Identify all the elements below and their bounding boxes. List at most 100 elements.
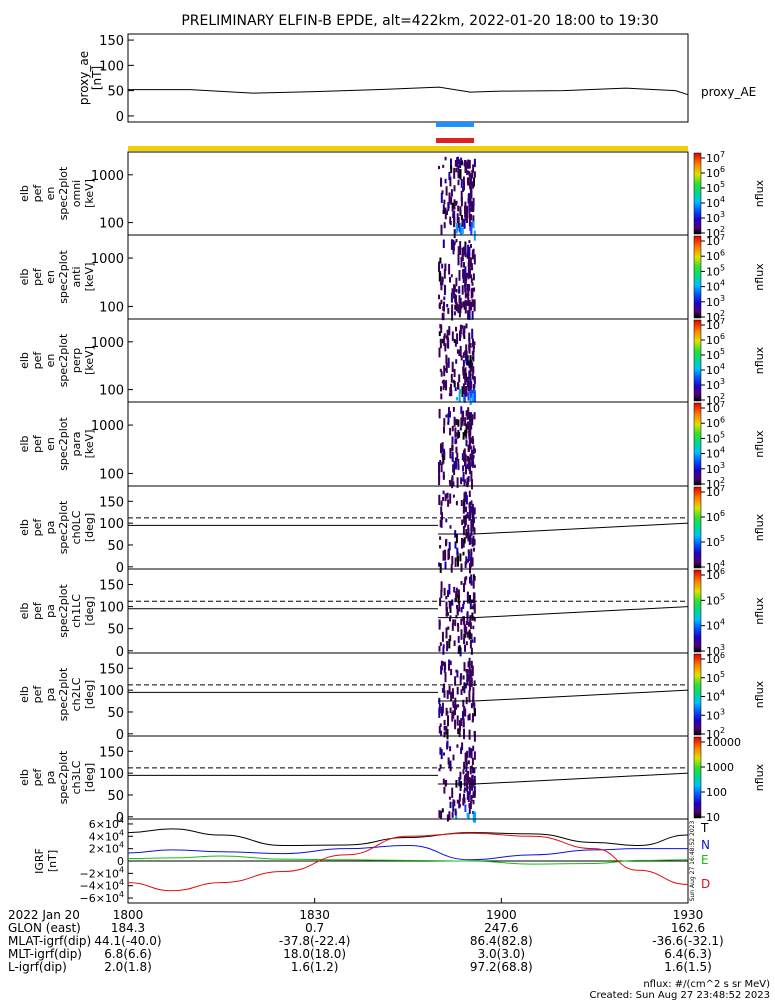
colorbar-tick-label: 105: [706, 430, 725, 445]
data-cell: [457, 304, 460, 314]
data-cell: [446, 740, 449, 748]
data-cell: [450, 189, 453, 197]
data-cell: [457, 589, 460, 600]
data-cell: [470, 274, 473, 279]
data-cell: [473, 507, 476, 515]
data-cell: [459, 389, 462, 394]
data-cell: [443, 301, 445, 312]
ylabel-line: pef: [31, 434, 44, 453]
data-cell: [458, 227, 461, 233]
data-cell: [466, 611, 469, 618]
data-cell: [448, 171, 451, 180]
data-cell: [466, 218, 468, 223]
created-note: Created: Sun Aug 27 23:48:52 2023: [590, 990, 770, 1000]
data-cell: [439, 339, 442, 349]
data-cell: [464, 804, 467, 812]
panel-pa_ch2: 150 100 50 0 elb pef pa spec2plot ch2LC [deg] 106 1…: [18, 651, 766, 743]
loss-cone-line: [473, 772, 689, 785]
data-cell: [472, 574, 475, 579]
data-cell: [462, 383, 465, 395]
data-cell: [467, 549, 470, 554]
data-cell: [441, 190, 444, 195]
ylabel-line: en: [44, 354, 57, 368]
data-cell: [459, 297, 462, 306]
data-cell: [448, 479, 451, 484]
data-cell: [470, 277, 473, 283]
data-cell: [446, 814, 449, 822]
data-cell: [455, 168, 458, 173]
data-cell: [443, 725, 446, 731]
data-cell: [470, 422, 473, 430]
data-cell: [446, 607, 448, 617]
ytick-label: 100: [99, 467, 124, 482]
data-cell: [468, 421, 471, 428]
data-cell: [469, 425, 472, 436]
data-cell: [465, 626, 468, 635]
ylabel-line: spec2plot: [57, 750, 70, 804]
ylabel-line: [keV]: [83, 179, 96, 208]
data-cell: [450, 373, 453, 383]
data-cell: [458, 295, 461, 304]
data-cell: [448, 764, 451, 768]
data-cell: [472, 181, 475, 189]
data-cell: [465, 323, 468, 329]
data-cell: [460, 563, 463, 572]
data-cell: [467, 290, 470, 297]
ytick-label: 150: [99, 662, 124, 677]
data-cell: [458, 374, 461, 383]
data-cell: [459, 164, 462, 168]
data-cell: [460, 500, 463, 506]
data-cell: [460, 179, 463, 188]
data-cell: [443, 690, 446, 698]
data-cell: [438, 331, 441, 337]
data-cell: [447, 499, 450, 507]
ylabel-line: perp: [70, 348, 83, 373]
data-cell: [464, 375, 467, 385]
data-cell: [470, 302, 473, 311]
data-cell: [464, 644, 466, 652]
data-cell: [470, 705, 473, 709]
colorbar-tick-label: 105: [706, 670, 725, 685]
colorbar-tick-label: 106: [706, 165, 725, 180]
data-cell: [468, 503, 471, 509]
data-cell: [468, 240, 471, 244]
data-cell: [448, 326, 451, 336]
data-cell: [455, 295, 457, 304]
data-cell: [443, 731, 446, 738]
data-cell: [454, 719, 457, 730]
data-cell: [457, 704, 460, 708]
data-cell: [450, 668, 453, 676]
data-cell: [470, 521, 473, 531]
data-cell: [466, 631, 469, 638]
data-cell: [464, 429, 467, 436]
data-cell: [440, 177, 443, 187]
data-cell: [468, 785, 471, 790]
data-cell: [451, 444, 454, 451]
data-cell: [469, 267, 471, 277]
data-cell: [464, 248, 467, 258]
data-cell: [442, 453, 445, 461]
data-cell: [440, 660, 443, 671]
data-cell: [447, 413, 450, 423]
data-cell: [460, 618, 463, 625]
data-cell: [444, 493, 447, 502]
colorbar-tick-label: 107: [706, 484, 725, 499]
data-cell: [466, 669, 469, 673]
data-cell: [462, 710, 464, 721]
data-cell: [471, 460, 474, 467]
data-cell: [457, 595, 460, 604]
colorbar-tick-label: 102: [706, 225, 725, 240]
data-cell: [454, 427, 457, 438]
data-cell: [462, 699, 465, 708]
data-cell: [469, 599, 472, 610]
data-cell: [451, 304, 454, 315]
colorbar-label: nflux: [753, 263, 766, 291]
data-cell: [460, 161, 463, 165]
data-cell: [459, 427, 462, 431]
data-cell: [440, 386, 442, 392]
data-cell: [469, 622, 472, 630]
data-cell: [460, 302, 463, 309]
data-cell: [465, 410, 468, 417]
